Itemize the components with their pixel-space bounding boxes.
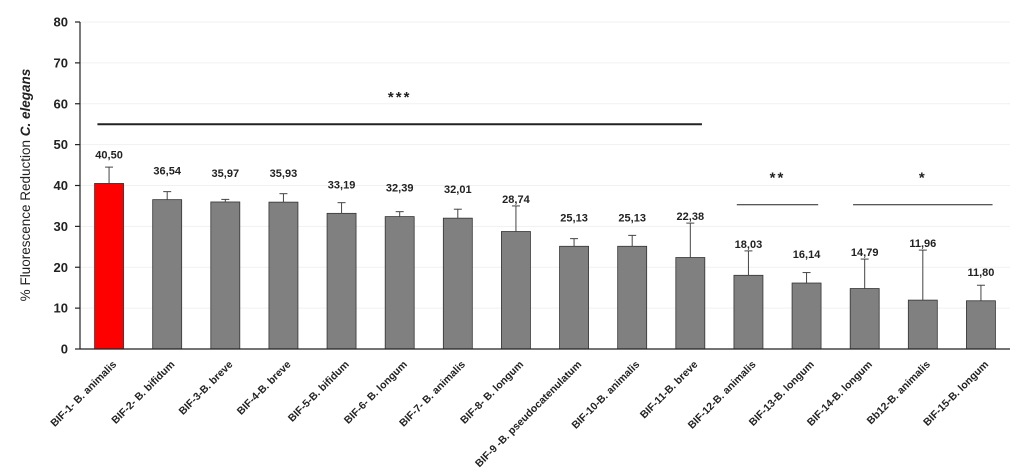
bar — [559, 245, 589, 350]
bar — [442, 217, 473, 350]
y-tick-label: 50 — [54, 137, 68, 152]
data-label: 22,38 — [677, 211, 705, 223]
significance-label: ** — [770, 170, 786, 187]
data-label: 11,80 — [967, 267, 994, 279]
significance-markers: ***** * — [97, 89, 993, 206]
data-label: 25,13 — [560, 212, 588, 224]
bar — [617, 245, 648, 350]
category-label: BIF-6- B. longum — [342, 359, 410, 427]
data-label: 28,74 — [502, 194, 530, 206]
bar — [268, 201, 299, 350]
data-labels: 40,50 36,54 35,97 35,93 33,19 32,39 32,01 28,74… — [95, 149, 994, 278]
data-label: 14,79 — [851, 247, 879, 259]
bar — [966, 300, 996, 350]
data-label: 35,97 — [212, 168, 240, 180]
data-label: 33,19 — [328, 179, 356, 191]
y-axis-ticks: 0 10 20 30 40 50 60 70 80 — [54, 15, 80, 357]
significance-label: * — [919, 170, 927, 187]
bar — [94, 183, 124, 350]
bar — [733, 274, 764, 350]
category-label: BIF-7- B. animalis — [397, 359, 468, 430]
category-label: BIF-9 -B. pseudocatenulatum — [473, 359, 584, 470]
category-label: BIF-2- B. bifidum — [109, 359, 177, 427]
y-tick-label: 60 — [54, 96, 68, 111]
y-tick-label: 40 — [54, 178, 68, 193]
bar — [907, 299, 938, 350]
data-label: 35,93 — [270, 168, 298, 180]
bar — [791, 282, 822, 350]
data-label: 36,54 — [153, 166, 181, 178]
y-tick-label: 0 — [61, 342, 68, 357]
y-axis-label: % Fluorescence Reduction C. elegans — [18, 68, 33, 301]
category-label: BIF-3-B. breve — [177, 359, 236, 418]
data-label: 11,96 — [909, 238, 936, 250]
bar — [326, 212, 357, 350]
category-label: Bb12-B. animalis — [865, 359, 933, 427]
category-label: BIF-15-B. longum — [921, 359, 991, 429]
y-tick-label: 20 — [54, 260, 68, 275]
error-bars — [105, 166, 985, 301]
bars — [94, 183, 996, 350]
y-tick-label: 10 — [54, 301, 68, 316]
bar — [210, 201, 241, 350]
category-label: BIF-4-B. breve — [235, 359, 294, 418]
category-label: BIF-5-B. bifidum — [286, 359, 352, 425]
data-label: 16,14 — [793, 249, 821, 261]
bar — [384, 216, 415, 350]
bar — [501, 231, 531, 350]
data-label: 18,03 — [735, 239, 763, 251]
category-label: BIF-1- B. animalis — [48, 359, 119, 430]
data-label: 32,39 — [386, 183, 414, 195]
y-axis-label-text: % Fluorescence Reduction — [18, 136, 33, 301]
bar — [152, 199, 183, 350]
category-label: BIF-11-B. breve — [638, 359, 701, 422]
y-tick-label: 70 — [54, 55, 68, 70]
bar — [849, 288, 880, 350]
y-axis-label-organism: C. elegans — [18, 68, 33, 136]
y-tick-label: 80 — [54, 15, 68, 30]
significance-label: *** — [388, 89, 412, 106]
data-label: 25,13 — [618, 212, 646, 224]
bar — [675, 257, 706, 350]
y-tick-label: 30 — [54, 219, 68, 234]
data-label: 32,01 — [444, 184, 472, 196]
category-label: BIF-8- B. longum — [458, 359, 526, 427]
data-label: 40,50 — [95, 149, 123, 161]
